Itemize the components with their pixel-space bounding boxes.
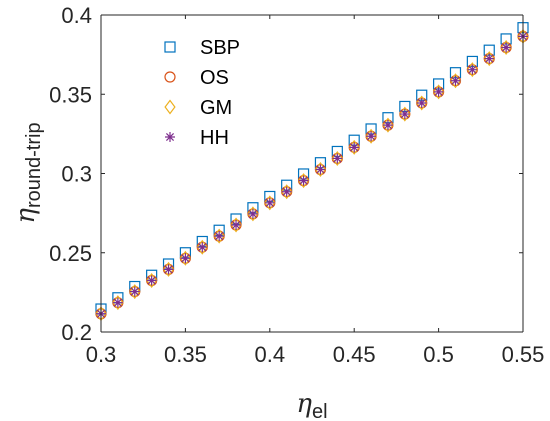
data-point-hh xyxy=(247,208,258,219)
data-point-hh xyxy=(180,253,191,264)
data-point-hh xyxy=(366,131,377,142)
data-point-gm xyxy=(179,250,192,266)
y-axis-label: ηround-trip xyxy=(11,122,45,223)
data-point-gm xyxy=(331,150,343,166)
data-point-gm xyxy=(281,184,293,200)
data-point-gm xyxy=(399,106,411,122)
legend-label-sbp: SBP xyxy=(200,37,240,59)
legend-label-hh: HH xyxy=(200,127,229,149)
data-point-gm xyxy=(297,173,310,189)
x-axis-label: ηel xyxy=(296,389,327,421)
x-tick-label: 0.4 xyxy=(255,342,286,367)
data-point-hh xyxy=(399,109,410,120)
data-point-hh xyxy=(332,153,343,164)
tick-labels: 0.3 0.35 0.4 0.45 0.5 0.55 0.2 0.25 0.3 0.35 0.4 xyxy=(49,3,544,367)
x-tick-label: 0.3 xyxy=(86,342,117,367)
data-point-hh xyxy=(450,75,461,86)
x-axis-label-symbol: η xyxy=(296,389,312,419)
data-point-gm xyxy=(500,39,512,55)
x-tick-label: 0.55 xyxy=(502,342,545,367)
y-tick-label: 0.25 xyxy=(49,241,92,266)
data-point-hh xyxy=(163,264,174,275)
y-tick-label: 0.35 xyxy=(49,82,92,107)
data-point-hh xyxy=(501,42,512,53)
data-point-hh xyxy=(146,275,157,286)
data-point-gm xyxy=(129,284,141,300)
data-point-gm xyxy=(314,162,327,178)
y-axis-label-subscript: round-trip xyxy=(23,122,45,208)
data-point-gm xyxy=(432,84,445,100)
y-tick-label: 0.3 xyxy=(61,162,92,187)
x-tick-label: 0.5 xyxy=(423,342,454,367)
legend-marker-hh xyxy=(165,132,175,142)
data-point-gm xyxy=(112,295,124,311)
data-point-hh xyxy=(315,164,326,175)
data-point-hh xyxy=(349,142,360,153)
data-point-gm xyxy=(146,272,158,288)
data-point-gm xyxy=(348,139,360,155)
y-tick-label: 0.4 xyxy=(61,3,92,28)
data-point-hh xyxy=(129,286,140,297)
data-point-gm xyxy=(382,117,394,133)
legend: SBP OS GM HH xyxy=(164,37,240,149)
data-point-hh xyxy=(197,242,208,253)
x-axis-label-subscript: el xyxy=(312,401,328,421)
data-point-hh xyxy=(416,97,427,108)
data-point-hh xyxy=(214,231,225,242)
legend-label-os: OS xyxy=(200,67,229,89)
data-point-hh xyxy=(467,64,478,75)
x-tick-label: 0.35 xyxy=(164,342,207,367)
data-point-hh xyxy=(382,120,393,131)
data-point-gm xyxy=(230,217,242,233)
data-point-gm xyxy=(365,128,377,144)
y-axis-label-symbol: η xyxy=(11,208,41,224)
data-point-hh xyxy=(281,186,292,197)
data-point-gm xyxy=(162,261,175,277)
data-point-gm xyxy=(466,62,478,78)
data-point-gm xyxy=(247,206,259,222)
data-point-gm xyxy=(196,239,208,255)
data-point-gm xyxy=(416,95,428,111)
data-point-hh xyxy=(231,220,242,231)
data-point-hh xyxy=(264,197,275,208)
axes xyxy=(100,14,524,333)
data-point-gm xyxy=(449,73,462,89)
data-point-hh xyxy=(433,86,444,97)
data-point-gm xyxy=(483,51,495,67)
y-tick-label: 0.2 xyxy=(61,320,92,345)
data-point-gm xyxy=(213,228,225,244)
data-point-hh xyxy=(112,297,123,308)
legend-marker-gm xyxy=(164,99,176,115)
x-tick-label: 0.45 xyxy=(333,342,376,367)
data-point-hh xyxy=(484,53,495,64)
data-point-hh xyxy=(298,175,309,186)
data-point-gm xyxy=(264,195,276,211)
legend-label-gm: GM xyxy=(200,97,232,119)
plot-area xyxy=(101,15,523,332)
legend-marker-sbp xyxy=(164,41,176,53)
legend-marker-os xyxy=(164,71,176,83)
